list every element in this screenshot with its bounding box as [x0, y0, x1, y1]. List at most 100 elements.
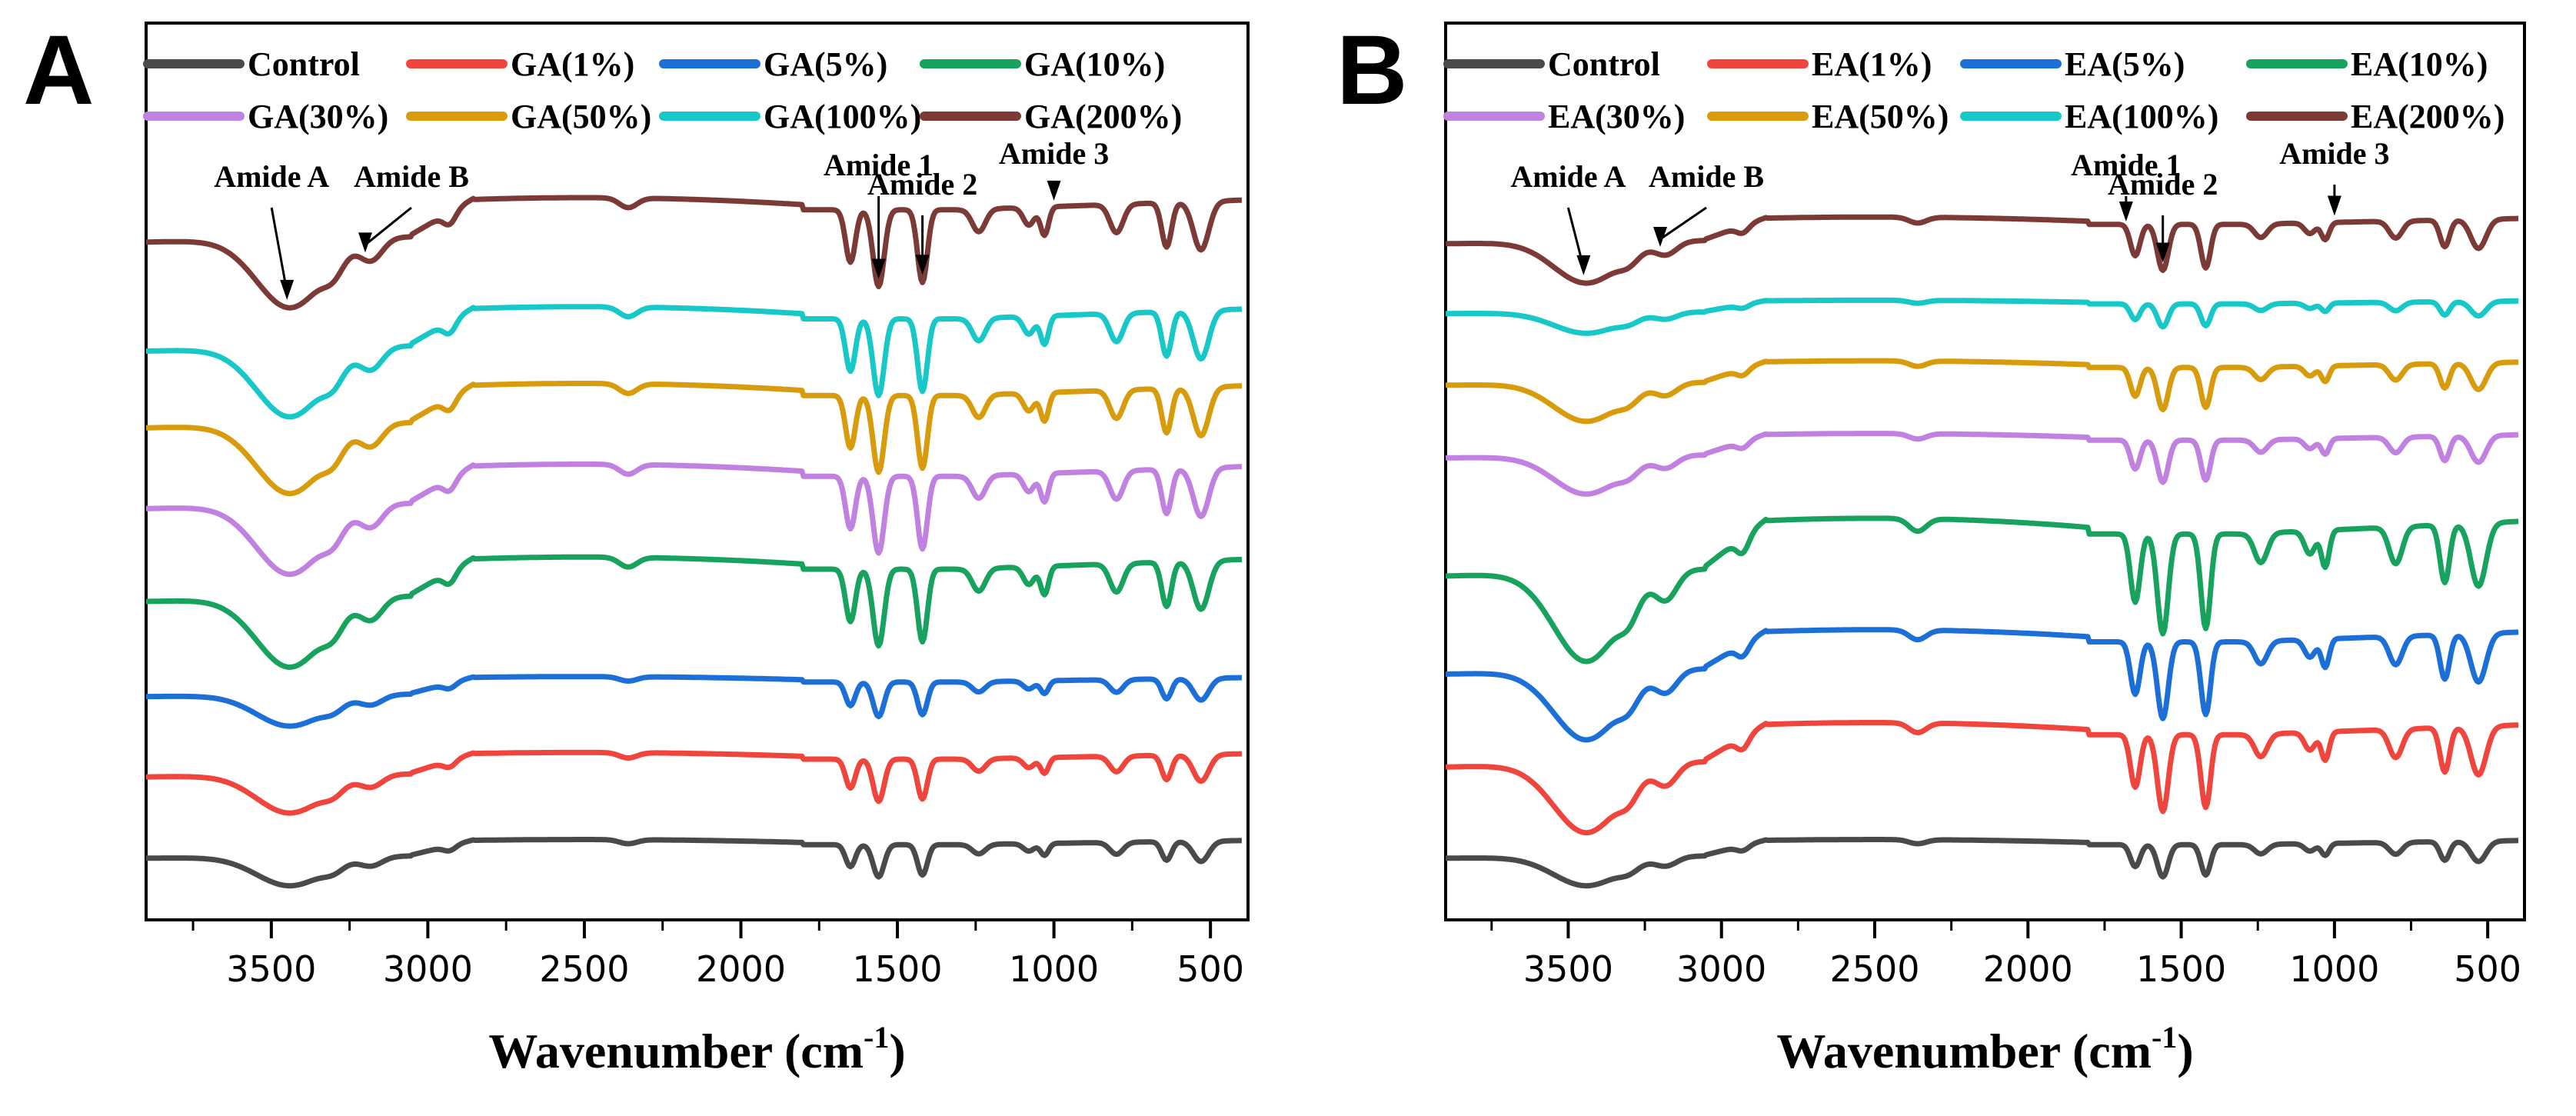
legend-item: GA(50%) [406, 98, 651, 135]
x-axis-label-superscript: -1 [2152, 1020, 2177, 1054]
series-line [1444, 214, 2520, 286]
legend-item: GA(30%) [143, 98, 388, 135]
x-tick-label: 3500 [1523, 948, 1613, 990]
plot-frame [1444, 22, 2526, 921]
x-axis-label: Wavenumber (cm-1) [1776, 1020, 2193, 1078]
legend-item: EA(5%) [1960, 45, 2185, 83]
annotation-arrow [270, 207, 288, 293]
legend-item: GA(1%) [406, 45, 634, 83]
legend-label: Control [1548, 45, 1660, 83]
chart-panel-b: B Control EA(1%) EA(5%) EA(10%) EA(30%) EA(50%… [1336, 15, 2526, 1078]
arrow-head [1576, 255, 1591, 275]
series-line [1444, 358, 2520, 425]
legend-label: EA(1%) [1812, 45, 1932, 83]
legend-item: GA(10%) [920, 45, 1165, 83]
arrow-head [2155, 242, 2170, 263]
annotation-label: Amide B [1649, 159, 1764, 194]
legend-label: EA(30%) [1548, 98, 1685, 135]
legend-label: EA(50%) [1812, 98, 1949, 135]
x-tick-label: 3500 [226, 948, 316, 990]
series-line [145, 304, 1243, 420]
annotation-label: Amide 2 [2108, 167, 2218, 202]
series-line [145, 461, 1243, 578]
annotation-label: Amide B [354, 159, 469, 194]
legend-label: GA(200%) [1024, 98, 1182, 135]
legend-label: Control [248, 45, 360, 83]
legend-item: Control [1443, 45, 1660, 83]
series-line [145, 554, 1243, 670]
annotation: Amide B [1649, 159, 1764, 247]
annotation: Amide A [214, 159, 329, 300]
x-tick-label: 2500 [539, 948, 629, 990]
x-axis-label-close: ) [2177, 1024, 2193, 1078]
series-line [145, 837, 1243, 889]
legend-label: EA(200%) [2351, 98, 2504, 135]
legend-item: EA(1%) [1707, 45, 1932, 83]
annotation-label: Amide 2 [867, 167, 977, 202]
x-tick-label: 3000 [1676, 948, 1766, 990]
annotation: Amide 3 [2279, 136, 2390, 216]
x-tick-label: 2000 [1983, 948, 2073, 990]
series-line [145, 381, 1243, 497]
arrow-head [2327, 195, 2341, 216]
legend-item: EA(200%) [2246, 98, 2504, 135]
annotation: Amide B [354, 159, 469, 253]
x-tick-label: 500 [2454, 948, 2521, 990]
arrow-head [1047, 180, 1061, 201]
annotation-label: Amide 1 [2071, 148, 2181, 182]
x-axis-label-superscript: -1 [864, 1020, 889, 1054]
x-tick-label: 1000 [2289, 948, 2379, 990]
legend-label: GA(5%) [764, 45, 887, 83]
x-tick-label: 1500 [2136, 948, 2226, 990]
legend-label: EA(10%) [2351, 45, 2488, 83]
legend-item: GA(200%) [920, 98, 1182, 135]
annotation-arrow [364, 206, 412, 246]
x-tick-label: 500 [1177, 948, 1244, 990]
plot-frame [145, 22, 1250, 921]
annotation-label: Amide A [214, 159, 329, 194]
legend-label: GA(50%) [511, 98, 651, 135]
annotation: Amide A [1510, 159, 1626, 275]
series-line [145, 674, 1243, 729]
panel-letter: A [23, 15, 94, 125]
x-tick-label: 2500 [1829, 948, 1919, 990]
arrow-head [2118, 202, 2133, 222]
legend-item: Control [143, 45, 360, 83]
series-line [1444, 720, 2520, 836]
legend-label: GA(10%) [1024, 45, 1165, 83]
series-line [1444, 837, 2520, 889]
legend-item: GA(100%) [659, 98, 921, 135]
legend-item: EA(50%) [1707, 98, 1949, 135]
series-line [145, 195, 1243, 311]
annotation-label: Amide 3 [2279, 136, 2389, 171]
series-line [1444, 515, 2520, 665]
legend-item: GA(5%) [659, 45, 887, 83]
arrow-head [358, 232, 372, 253]
legend-label: GA(30%) [248, 98, 388, 135]
series-line [145, 749, 1243, 816]
annotation: Amide 1 [824, 148, 934, 279]
annotation: Amide 2 [867, 167, 977, 275]
annotation-label: Amide A [1510, 159, 1626, 194]
annotation-label: Amide 3 [999, 136, 1109, 171]
x-tick-label: 1500 [853, 948, 943, 990]
legend-item: EA(30%) [1443, 98, 1685, 135]
x-axis-label-close: ) [889, 1024, 905, 1078]
arrow-head [915, 255, 930, 275]
legend-item: EA(10%) [2246, 45, 2488, 83]
legend-label: EA(5%) [2065, 45, 2185, 83]
annotation-arrow [1659, 206, 1707, 241]
annotation-label: Amide 1 [824, 148, 934, 182]
arrow-head [280, 279, 295, 300]
annotation: Amide 1 [2071, 148, 2182, 222]
annotation: Amide 3 [999, 136, 1109, 201]
x-tick-label: 3000 [383, 948, 473, 990]
series-line [1444, 431, 2520, 497]
legend-label: EA(100%) [2065, 98, 2218, 135]
arrow-head [1653, 226, 1668, 247]
x-axis-label-main: Wavenumber (cm [1776, 1024, 2152, 1078]
series-line [1444, 627, 2520, 743]
legend-label: GA(1%) [511, 45, 634, 83]
x-axis-label-main: Wavenumber (cm [488, 1024, 864, 1078]
